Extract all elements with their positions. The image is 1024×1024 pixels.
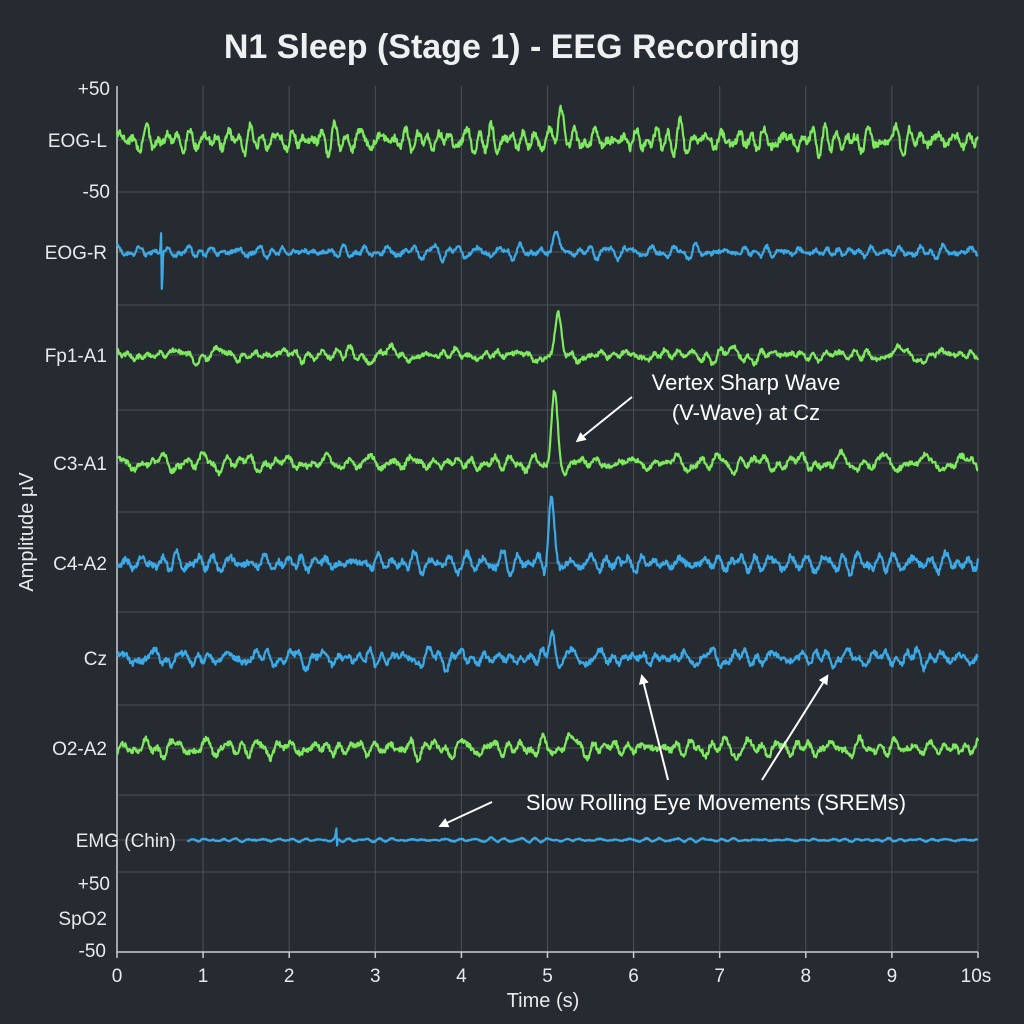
x-tick-label: 3 <box>370 966 381 987</box>
annotations: Vertex Sharp Wave (V-Wave) at Cz Slow Ro… <box>438 370 906 828</box>
x-axis-title: Time (s) <box>507 990 580 1012</box>
trace-o2-a2 <box>116 732 980 763</box>
channel-labels: EOG-L EOG-R Fp1-A1 C3-A1 C4-A2 Cz O2-A2 EMG (Ch… <box>45 131 176 930</box>
channel-label: Fp1-A1 <box>45 346 107 367</box>
x-tick-labels: 0 1 2 3 4 5 6 7 8 9 10s <box>112 966 992 987</box>
srem-annotation-text: Slow Rolling Eye Movements (SREMs) <box>526 790 906 815</box>
channel-label: C3-A1 <box>53 454 107 475</box>
scale-label-top-plus: +50 <box>78 79 110 100</box>
x-tick-label: 0 <box>112 966 123 987</box>
channel-label: EOG-L <box>48 131 107 152</box>
x-tick-label: 2 <box>284 966 295 987</box>
channel-label: EMG (Chin) <box>76 831 176 852</box>
x-tick-label: 10s <box>961 966 992 987</box>
annotation-arrow <box>639 674 669 781</box>
x-tick-label: 6 <box>628 966 639 987</box>
channel-label: O2-A2 <box>52 739 107 760</box>
x-tick-label: 4 <box>456 966 467 987</box>
channel-label: EOG-R <box>45 243 107 264</box>
trace-c4-a2 <box>116 495 980 578</box>
x-tick-label: 5 <box>542 966 553 987</box>
annotation-arrow <box>575 396 633 443</box>
vwave-annotation-line2: (V-Wave) at Cz <box>672 400 820 425</box>
scale-label-top-minus: -50 <box>83 182 110 203</box>
chart-title: N1 Sleep (Stage 1) - EEG Recording <box>224 28 800 66</box>
axes <box>116 86 979 958</box>
y-axis-title: Amplitude µV <box>16 472 38 592</box>
annotation-arrow <box>761 674 829 781</box>
vwave-annotation-line1: Vertex Sharp Wave <box>652 370 841 395</box>
annotation-arrow <box>438 801 493 828</box>
x-tick-label: 7 <box>714 966 725 987</box>
grid <box>116 86 979 952</box>
trace-eog-r <box>116 230 979 290</box>
trace-emg-chin <box>186 827 979 847</box>
trace-eog-l <box>115 104 979 160</box>
trace-c3-a1 <box>116 389 979 477</box>
traces <box>115 104 980 847</box>
channel-label: SpO2 <box>58 909 107 930</box>
channel-label: C4-A2 <box>53 554 107 575</box>
channel-label: Cz <box>84 649 107 670</box>
x-tick-label: 1 <box>198 966 209 987</box>
trace-fp1-a1 <box>116 310 980 367</box>
scale-label-bottom-plus: +50 <box>78 874 110 895</box>
x-tick-label: 9 <box>887 966 898 987</box>
x-tick-label: 8 <box>801 966 812 987</box>
scale-label-bottom-minus: -50 <box>79 941 106 962</box>
trace-cz <box>116 629 979 673</box>
